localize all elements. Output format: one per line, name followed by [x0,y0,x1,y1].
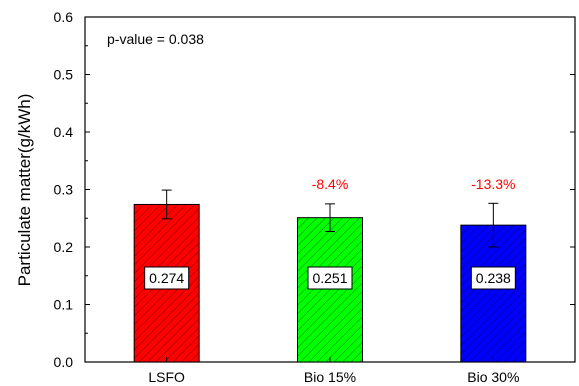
bars: 0.274 0.251 -8.4% 0.238 -13.3% [133,176,527,363]
change-label: -8.4% [312,176,349,192]
x-axis: LSFO Bio 15% Bio 30% [148,357,519,385]
y-axis: 0.0 0.1 0.2 0.3 0.4 0.5 0.6 [54,9,575,370]
change-label: -13.3% [471,176,515,192]
y-tick-label: 0.1 [54,297,74,313]
p-value-annotation: p-value = 0.038 [107,31,204,47]
data-label: 0.251 [312,270,347,286]
data-label: 0.274 [149,270,184,286]
x-tick-label: Bio 30% [467,369,519,385]
y-tick-label: 0.4 [54,124,74,140]
y-tick-label: 0.0 [54,354,74,370]
x-tick-label: LSFO [148,369,185,385]
y-tick-label: 0.2 [54,239,74,255]
y-tick-label: 0.5 [54,67,74,83]
data-label-box [470,266,516,290]
bar-bio-15- [297,217,363,363]
data-label-box [144,266,190,290]
data-label-box [307,266,353,290]
x-tick-label: Bio 15% [304,369,356,385]
y-tick-label: 0.3 [54,182,74,198]
y-tick-label: 0.6 [54,9,74,25]
y-axis-title: Particulate matter(g/kWh) [15,94,34,287]
data-label: 0.238 [476,270,511,286]
bar-bio-30- [460,224,527,363]
